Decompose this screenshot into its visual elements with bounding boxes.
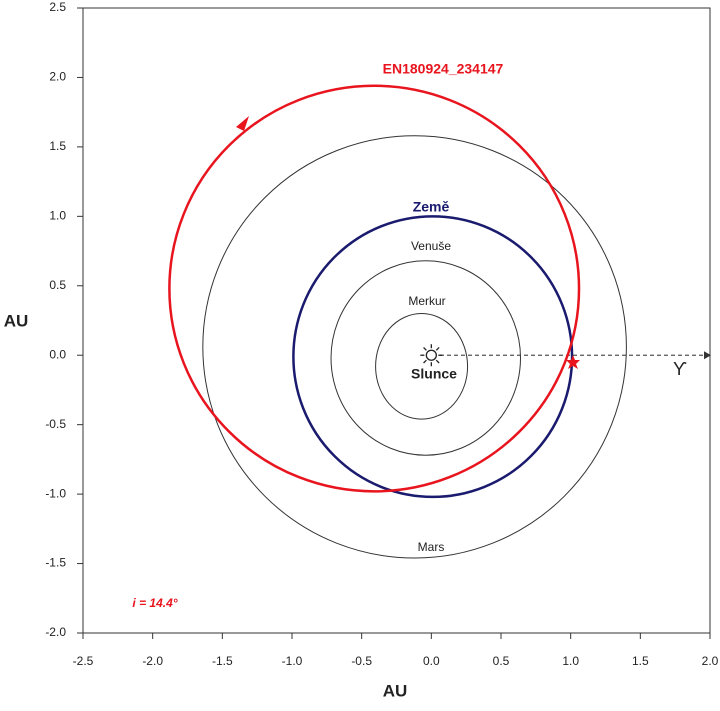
sun-ray xyxy=(423,346,427,351)
y-tick-label: 1.0 xyxy=(49,209,66,223)
y-axis-label: AU xyxy=(4,311,29,330)
orbit xyxy=(202,135,627,559)
sun-icon xyxy=(425,349,437,361)
sun-ray xyxy=(435,346,440,351)
x-tick-label: 0.0 xyxy=(423,654,440,668)
x-tick-label: -0.5 xyxy=(351,654,372,668)
y-tick-label: 0.0 xyxy=(49,347,66,361)
x-tick-label: 0.5 xyxy=(493,654,510,668)
equinox-arrow xyxy=(704,351,711,360)
orbit xyxy=(375,313,469,420)
sun-label: Slunce xyxy=(411,366,457,382)
sun-ray xyxy=(435,359,440,364)
y-tick-label: 1.5 xyxy=(49,139,66,153)
orbit-label: Venuše xyxy=(411,239,451,253)
orbit xyxy=(292,215,574,499)
x-tick-label: -1.5 xyxy=(212,654,233,668)
inclination-note: i = 14.4° xyxy=(132,596,177,610)
y-tick-label: -0.5 xyxy=(45,417,66,431)
y-tick-label: 2.5 xyxy=(49,0,66,14)
x-axis-label: AU xyxy=(383,681,408,700)
y-tick-label: -1.0 xyxy=(45,486,66,500)
x-tick-label: 1.0 xyxy=(562,654,579,668)
x-tick-label: 1.5 xyxy=(632,654,649,668)
sun-ray xyxy=(423,359,427,364)
plot-frame xyxy=(82,7,711,634)
orbit xyxy=(330,260,522,456)
y-tick-label: 2.0 xyxy=(49,70,66,84)
orbit xyxy=(168,84,581,493)
orbit-label: Mars xyxy=(418,540,445,554)
direction-arrow xyxy=(236,116,249,131)
impact-star xyxy=(566,355,580,369)
x-tick-label: -2.0 xyxy=(142,654,163,668)
y-tick-label: -2.0 xyxy=(45,625,66,639)
x-tick-label: -2.5 xyxy=(73,654,94,668)
aries-label: ϒ xyxy=(673,359,687,379)
orbit-label: Merkur xyxy=(408,294,445,308)
y-tick-label: 0.5 xyxy=(49,278,66,292)
x-tick-label: -1.0 xyxy=(282,654,303,668)
y-tick-label: -1.5 xyxy=(45,556,66,570)
x-tick-label: 2.0 xyxy=(702,654,719,668)
orbit-label: Země xyxy=(413,199,450,215)
orbit-label: EN180924_234147 xyxy=(383,61,504,77)
